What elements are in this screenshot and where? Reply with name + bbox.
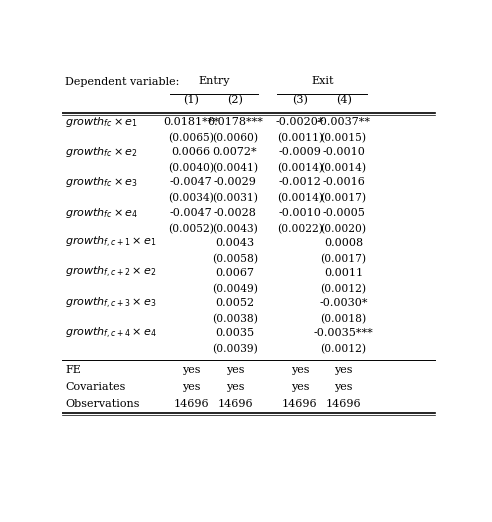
Text: Covariates: Covariates <box>65 382 125 392</box>
Text: $growth_{fc} \times e_1$: $growth_{fc} \times e_1$ <box>65 115 138 129</box>
Text: -0.0005: -0.0005 <box>322 208 365 218</box>
Text: yes: yes <box>291 382 309 392</box>
Text: yes: yes <box>226 382 244 392</box>
Text: (0.0031): (0.0031) <box>212 193 258 204</box>
Text: Entry: Entry <box>198 76 230 86</box>
Text: yes: yes <box>335 365 353 375</box>
Text: 0.0008: 0.0008 <box>324 238 363 248</box>
Text: (0.0012): (0.0012) <box>321 344 367 354</box>
Text: 0.0072*: 0.0072* <box>213 147 257 157</box>
Text: -0.0012: -0.0012 <box>278 177 321 187</box>
Text: (0.0018): (0.0018) <box>320 314 367 324</box>
Text: (0.0014): (0.0014) <box>321 163 367 173</box>
Text: (0.0058): (0.0058) <box>212 254 258 264</box>
Text: (3): (3) <box>292 95 308 105</box>
Text: (0.0039): (0.0039) <box>212 344 258 354</box>
Text: (0.0038): (0.0038) <box>212 314 258 324</box>
Text: Exit: Exit <box>311 76 334 86</box>
Text: -0.0047: -0.0047 <box>170 208 213 218</box>
Text: -0.0037**: -0.0037** <box>317 117 370 127</box>
Text: $growth_{f,c+3} \times e_3$: $growth_{f,c+3} \times e_3$ <box>65 295 157 311</box>
Text: -0.0010: -0.0010 <box>278 208 321 218</box>
Text: 0.0067: 0.0067 <box>215 268 254 278</box>
Text: (0.0011): (0.0011) <box>277 133 323 144</box>
Text: 0.0066: 0.0066 <box>172 147 211 157</box>
Text: (0.0014): (0.0014) <box>277 163 323 173</box>
Text: (0.0040): (0.0040) <box>168 163 214 173</box>
Text: (0.0022): (0.0022) <box>277 223 323 234</box>
Text: (0.0020): (0.0020) <box>321 223 367 234</box>
Text: (0.0034): (0.0034) <box>168 193 214 204</box>
Text: (0.0014): (0.0014) <box>277 193 323 204</box>
Text: yes: yes <box>335 382 353 392</box>
Text: 14696: 14696 <box>326 399 362 409</box>
Text: 14696: 14696 <box>282 399 318 409</box>
Text: 0.0178***: 0.0178*** <box>207 117 263 127</box>
Text: $growth_{f,c+4} \times e_4$: $growth_{f,c+4} \times e_4$ <box>65 326 157 341</box>
Text: 14696: 14696 <box>173 399 209 409</box>
Text: $growth_{f,c+2} \times e_2$: $growth_{f,c+2} \times e_2$ <box>65 265 157 280</box>
Text: Dependent variable:: Dependent variable: <box>65 77 180 87</box>
Text: (4): (4) <box>336 95 352 105</box>
Text: 14696: 14696 <box>217 399 253 409</box>
Text: FE: FE <box>65 365 81 375</box>
Text: (0.0017): (0.0017) <box>321 193 367 204</box>
Text: (2): (2) <box>227 95 243 105</box>
Text: (0.0043): (0.0043) <box>212 223 258 234</box>
Text: 0.0181***: 0.0181*** <box>163 117 219 127</box>
Text: -0.0020*: -0.0020* <box>276 117 324 127</box>
Text: $growth_{f,c+1} \times e_1$: $growth_{f,c+1} \times e_1$ <box>65 235 157 250</box>
Text: (0.0065): (0.0065) <box>168 133 214 144</box>
Text: 0.0052: 0.0052 <box>215 298 254 308</box>
Text: $growth_{fc} \times e_3$: $growth_{fc} \times e_3$ <box>65 175 138 189</box>
Text: -0.0016: -0.0016 <box>322 177 365 187</box>
Text: 0.0035: 0.0035 <box>215 328 254 338</box>
Text: 0.0011: 0.0011 <box>324 268 363 278</box>
Text: -0.0035***: -0.0035*** <box>314 328 373 338</box>
Text: -0.0028: -0.0028 <box>214 208 256 218</box>
Text: -0.0030*: -0.0030* <box>319 298 368 308</box>
Text: -0.0029: -0.0029 <box>214 177 256 187</box>
Text: (0.0012): (0.0012) <box>321 284 367 294</box>
Text: (0.0041): (0.0041) <box>212 163 258 173</box>
Text: -0.0010: -0.0010 <box>322 147 365 157</box>
Text: 0.0043: 0.0043 <box>215 238 254 248</box>
Text: yes: yes <box>182 382 200 392</box>
Text: (1): (1) <box>183 95 199 105</box>
Text: -0.0009: -0.0009 <box>278 147 321 157</box>
Text: -0.0047: -0.0047 <box>170 177 213 187</box>
Text: (0.0052): (0.0052) <box>168 223 214 234</box>
Text: (0.0015): (0.0015) <box>321 133 367 144</box>
Text: (0.0049): (0.0049) <box>212 284 258 294</box>
Text: $growth_{fc} \times e_2$: $growth_{fc} \times e_2$ <box>65 145 138 159</box>
Text: yes: yes <box>226 365 244 375</box>
Text: (0.0060): (0.0060) <box>212 133 258 144</box>
Text: $growth_{fc} \times e_4$: $growth_{fc} \times e_4$ <box>65 206 139 220</box>
Text: (0.0017): (0.0017) <box>321 254 367 264</box>
Text: Observations: Observations <box>65 399 140 409</box>
Text: yes: yes <box>291 365 309 375</box>
Text: yes: yes <box>182 365 200 375</box>
